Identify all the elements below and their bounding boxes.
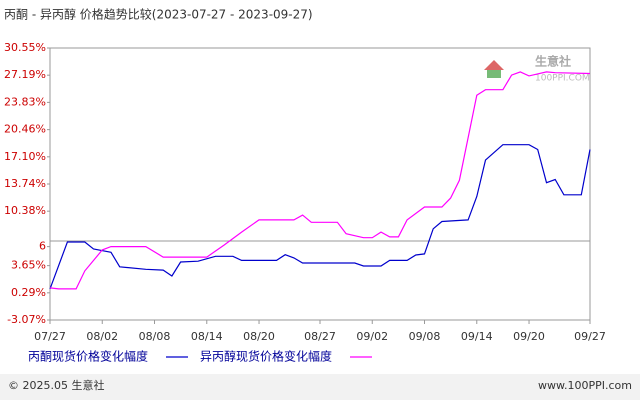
- x-tick-label: 09/14: [461, 330, 493, 343]
- y-tick-label: 27.19%: [4, 68, 46, 81]
- y-tick-label: 13.74%: [4, 177, 46, 190]
- y-tick-label: -3.07%: [7, 313, 46, 326]
- legend-label: 异丙醇现货价格变化幅度: [200, 349, 332, 364]
- chart-title: 丙酮 - 异丙醇 价格趋势比较(2023-07-27 - 2023-09-27): [4, 7, 313, 22]
- footer-bar: [0, 374, 640, 400]
- series-line: [49, 71, 591, 290]
- y-tick-label: 3.65%: [11, 259, 46, 272]
- y-tick-label: 30.55%: [4, 41, 46, 54]
- x-tick-label: 09/20: [513, 330, 545, 343]
- y-tick-label: 20.46%: [4, 123, 46, 136]
- watermark-site: 100PPI.COM: [535, 74, 590, 84]
- y-tick-label: 23.83%: [4, 95, 46, 108]
- footer-right: www.100PPI.com: [538, 379, 632, 392]
- x-tick-label: 08/08: [139, 330, 171, 343]
- y-tick-label: 6: [39, 240, 46, 253]
- x-tick-label: 08/02: [86, 330, 118, 343]
- watermark-logo: [487, 70, 501, 78]
- x-tick-label: 07/27: [34, 330, 66, 343]
- watermark-logo: [484, 60, 504, 70]
- x-tick-label: 09/08: [409, 330, 441, 343]
- x-tick-label: 08/27: [304, 330, 336, 343]
- x-tick-label: 08/14: [191, 330, 223, 343]
- series-line: [49, 144, 591, 290]
- legend-label: 丙酮现货价格变化幅度: [28, 349, 148, 364]
- footer-left: © 2025.05 生意社: [8, 378, 104, 392]
- y-tick-label: 10.38%: [4, 204, 46, 217]
- y-tick-label: 17.10%: [4, 150, 46, 163]
- x-tick-label: 09/02: [356, 330, 388, 343]
- x-tick-label: 09/27: [574, 330, 606, 343]
- x-tick-label: 08/20: [243, 330, 275, 343]
- watermark-name: 生意社: [535, 54, 571, 69]
- y-tick-label: 0.29%: [11, 286, 46, 299]
